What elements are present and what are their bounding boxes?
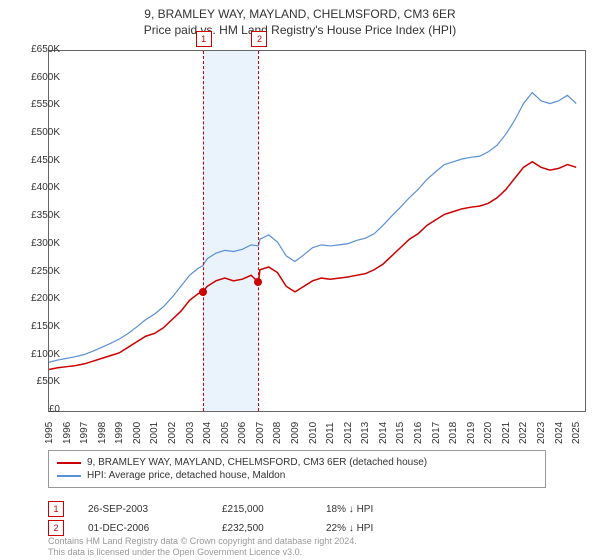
- chart-title: 9, BRAMLEY WAY, MAYLAND, CHELMSFORD, CM3…: [0, 0, 600, 23]
- legend-item: 9, BRAMLEY WAY, MAYLAND, CHELMSFORD, CM3…: [57, 457, 537, 468]
- marker-line: [258, 51, 259, 411]
- y-tick-label: £150K: [16, 321, 60, 332]
- series-line: [49, 93, 576, 363]
- x-tick-label: 2022: [518, 422, 529, 444]
- x-tick-label: 2017: [431, 422, 442, 444]
- marker-line: [203, 51, 204, 411]
- x-tick-label: 2007: [255, 422, 266, 444]
- attribution: Contains HM Land Registry data © Crown c…: [48, 536, 357, 558]
- x-tick-label: 2018: [448, 422, 459, 444]
- x-tick-label: 2012: [343, 422, 354, 444]
- sale-marker: 2: [48, 520, 64, 536]
- sale-dot: [254, 278, 262, 286]
- x-tick-label: 2003: [185, 422, 196, 444]
- x-tick-label: 2006: [237, 422, 248, 444]
- y-tick-label: £500K: [16, 127, 60, 138]
- x-tick-label: 2001: [149, 422, 160, 444]
- y-tick-label: £200K: [16, 293, 60, 304]
- sale-diff: 22% ↓ HPI: [326, 523, 406, 534]
- sale-date: 26-SEP-2003: [88, 504, 198, 515]
- sale-row: 2 01-DEC-2006 £232,500 22% ↓ HPI: [48, 520, 406, 536]
- x-tick-label: 2020: [483, 422, 494, 444]
- marker-box: 1: [196, 31, 212, 47]
- x-tick-label: 1995: [44, 422, 55, 444]
- legend-item: HPI: Average price, detached house, Mald…: [57, 470, 537, 481]
- x-tick-label: 2013: [360, 422, 371, 444]
- series-line: [49, 162, 576, 370]
- legend-label: 9, BRAMLEY WAY, MAYLAND, CHELMSFORD, CM3…: [87, 457, 427, 468]
- y-tick-label: £250K: [16, 266, 60, 277]
- x-tick-label: 2011: [325, 422, 336, 444]
- attribution-line: Contains HM Land Registry data © Crown c…: [48, 536, 357, 547]
- y-tick-label: £650K: [16, 44, 60, 55]
- y-tick-label: £0: [16, 404, 60, 415]
- legend-swatch: [57, 462, 81, 464]
- y-tick-label: £550K: [16, 99, 60, 110]
- x-tick-label: 1998: [97, 422, 108, 444]
- legend-swatch: [57, 475, 81, 477]
- x-tick-label: 2002: [167, 422, 178, 444]
- y-tick-label: £600K: [16, 72, 60, 83]
- x-tick-label: 2023: [536, 422, 547, 444]
- chart-container: 9, BRAMLEY WAY, MAYLAND, CHELMSFORD, CM3…: [0, 0, 600, 560]
- legend-label: HPI: Average price, detached house, Mald…: [87, 470, 285, 481]
- sale-dot: [199, 288, 207, 296]
- y-tick-label: £50K: [16, 376, 60, 387]
- sale-date: 01-DEC-2006: [88, 523, 198, 534]
- y-tick-label: £350K: [16, 210, 60, 221]
- x-tick-label: 2019: [466, 422, 477, 444]
- sale-diff: 18% ↓ HPI: [326, 504, 406, 515]
- marker-box: 2: [251, 31, 267, 47]
- x-tick-label: 2000: [132, 422, 143, 444]
- y-tick-label: £450K: [16, 155, 60, 166]
- sale-price: £215,000: [222, 504, 302, 515]
- x-tick-label: 2021: [501, 422, 512, 444]
- sales-table: 1 26-SEP-2003 £215,000 18% ↓ HPI 2 01-DE…: [48, 498, 406, 539]
- x-tick-label: 2008: [272, 422, 283, 444]
- chart-subtitle: Price paid vs. HM Land Registry's House …: [0, 23, 600, 41]
- line-layer: [49, 51, 585, 411]
- y-tick-label: £100K: [16, 349, 60, 360]
- y-tick-label: £400K: [16, 182, 60, 193]
- x-tick-label: 1999: [114, 422, 125, 444]
- x-tick-label: 2024: [554, 422, 565, 444]
- x-tick-label: 2025: [571, 422, 582, 444]
- legend: 9, BRAMLEY WAY, MAYLAND, CHELMSFORD, CM3…: [48, 450, 546, 488]
- sale-row: 1 26-SEP-2003 £215,000 18% ↓ HPI: [48, 501, 406, 517]
- x-tick-label: 1996: [62, 422, 73, 444]
- x-tick-label: 2004: [202, 422, 213, 444]
- x-tick-label: 2014: [378, 422, 389, 444]
- x-tick-label: 1997: [79, 422, 90, 444]
- x-tick-label: 2016: [413, 422, 424, 444]
- x-tick-label: 2015: [395, 422, 406, 444]
- plot-area: 12: [48, 50, 586, 412]
- x-tick-label: 2005: [220, 422, 231, 444]
- sale-price: £232,500: [222, 523, 302, 534]
- y-tick-label: £300K: [16, 238, 60, 249]
- x-tick-label: 2010: [308, 422, 319, 444]
- attribution-line: This data is licensed under the Open Gov…: [48, 547, 357, 558]
- x-tick-label: 2009: [290, 422, 301, 444]
- sale-marker: 1: [48, 501, 64, 517]
